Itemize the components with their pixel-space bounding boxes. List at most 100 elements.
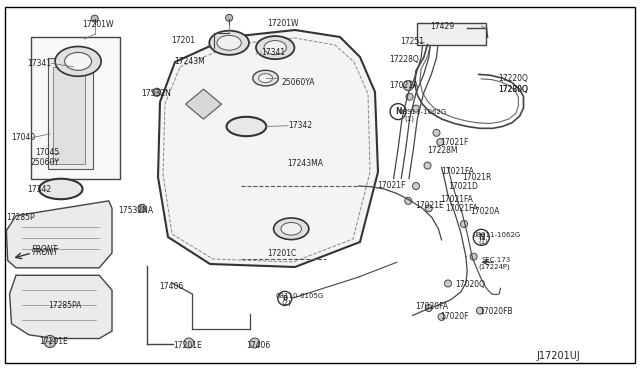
Circle shape bbox=[44, 336, 56, 347]
Text: 17021A: 17021A bbox=[389, 81, 419, 90]
Text: 17285PA: 17285PA bbox=[48, 301, 81, 310]
Circle shape bbox=[413, 105, 419, 112]
Ellipse shape bbox=[264, 41, 286, 55]
Circle shape bbox=[473, 229, 489, 246]
Text: SEC.173: SEC.173 bbox=[481, 257, 511, 263]
Text: 17201W: 17201W bbox=[82, 20, 113, 29]
Text: 17201E: 17201E bbox=[40, 337, 68, 346]
Ellipse shape bbox=[209, 31, 249, 55]
Text: 17243MA: 17243MA bbox=[287, 159, 323, 168]
Bar bbox=[48, 58, 93, 169]
Text: 17045: 17045 bbox=[35, 148, 60, 157]
Text: 17021FA: 17021FA bbox=[445, 204, 477, 213]
Text: (1): (1) bbox=[404, 115, 415, 122]
Text: 17280Q: 17280Q bbox=[498, 85, 528, 94]
Bar bbox=[53, 67, 85, 164]
Text: N: N bbox=[395, 107, 401, 116]
Text: 25060YA: 25060YA bbox=[282, 78, 315, 87]
Text: 17201: 17201 bbox=[172, 36, 196, 45]
Text: 17020F: 17020F bbox=[440, 312, 469, 321]
Polygon shape bbox=[158, 30, 378, 267]
Text: N: N bbox=[478, 233, 484, 242]
Text: 17243M: 17243M bbox=[174, 57, 205, 66]
Circle shape bbox=[153, 88, 161, 96]
Text: 17021F: 17021F bbox=[378, 181, 406, 190]
Circle shape bbox=[390, 103, 406, 120]
Text: 17406: 17406 bbox=[159, 282, 183, 291]
Text: 17201W: 17201W bbox=[268, 19, 299, 28]
Text: 17342: 17342 bbox=[288, 121, 312, 130]
Circle shape bbox=[433, 129, 440, 136]
Circle shape bbox=[250, 338, 260, 348]
Text: (17224P): (17224P) bbox=[479, 264, 511, 270]
Text: 17020Q: 17020Q bbox=[456, 280, 486, 289]
Circle shape bbox=[445, 280, 451, 287]
Text: 08911-1062G: 08911-1062G bbox=[398, 109, 446, 115]
Circle shape bbox=[403, 81, 413, 90]
Circle shape bbox=[278, 291, 292, 305]
Text: 17020FB: 17020FB bbox=[479, 307, 513, 316]
Circle shape bbox=[477, 307, 483, 314]
Circle shape bbox=[405, 198, 412, 204]
Text: FRONT: FRONT bbox=[33, 248, 60, 257]
Text: 17342: 17342 bbox=[27, 185, 51, 194]
Circle shape bbox=[184, 338, 194, 348]
Ellipse shape bbox=[39, 179, 83, 199]
Text: 17020FA: 17020FA bbox=[415, 302, 448, 311]
Ellipse shape bbox=[227, 117, 266, 136]
Polygon shape bbox=[6, 201, 112, 268]
Circle shape bbox=[438, 314, 445, 320]
Ellipse shape bbox=[253, 70, 278, 86]
Circle shape bbox=[426, 305, 432, 311]
Ellipse shape bbox=[217, 35, 241, 50]
Text: 17201E: 17201E bbox=[173, 341, 202, 350]
Text: 17021FA: 17021FA bbox=[442, 167, 474, 176]
Text: (1): (1) bbox=[479, 238, 489, 245]
Circle shape bbox=[461, 221, 467, 227]
Ellipse shape bbox=[55, 46, 101, 76]
Text: (2): (2) bbox=[282, 300, 291, 307]
Text: 17228Q: 17228Q bbox=[389, 55, 419, 64]
Text: J17201UJ: J17201UJ bbox=[536, 352, 580, 361]
Polygon shape bbox=[10, 275, 112, 339]
Text: FRONT: FRONT bbox=[32, 246, 58, 254]
Text: 17201C: 17201C bbox=[268, 249, 297, 258]
Bar bbox=[417, 23, 486, 45]
Text: 17021E: 17021E bbox=[415, 201, 444, 210]
Text: 17228M: 17228M bbox=[428, 146, 458, 155]
Text: 17021R: 17021R bbox=[462, 173, 492, 182]
Text: B: B bbox=[282, 295, 287, 301]
Ellipse shape bbox=[256, 36, 294, 59]
Text: 17341: 17341 bbox=[27, 59, 51, 68]
Text: 08110-6105G: 08110-6105G bbox=[275, 293, 323, 299]
Text: 08911-1062G: 08911-1062G bbox=[472, 232, 520, 238]
Text: 17280Q: 17280Q bbox=[498, 85, 528, 94]
Bar bbox=[31, 37, 120, 179]
Text: 17406: 17406 bbox=[246, 341, 271, 350]
Text: 17532N: 17532N bbox=[141, 89, 171, 97]
Circle shape bbox=[426, 205, 432, 212]
Circle shape bbox=[406, 93, 413, 100]
Ellipse shape bbox=[259, 74, 273, 83]
Circle shape bbox=[437, 139, 444, 145]
Text: 17429: 17429 bbox=[430, 22, 454, 31]
Text: 17021F: 17021F bbox=[440, 138, 468, 147]
Text: 17251: 17251 bbox=[400, 37, 424, 46]
Circle shape bbox=[413, 183, 419, 189]
Circle shape bbox=[138, 204, 146, 212]
Polygon shape bbox=[186, 89, 221, 119]
Ellipse shape bbox=[65, 52, 92, 70]
Text: 17020A: 17020A bbox=[470, 207, 500, 216]
Circle shape bbox=[92, 15, 98, 22]
Circle shape bbox=[470, 253, 477, 260]
Text: 25060Y: 25060Y bbox=[31, 158, 60, 167]
Ellipse shape bbox=[281, 222, 301, 235]
Ellipse shape bbox=[273, 218, 308, 240]
Text: 17220Q: 17220Q bbox=[498, 74, 528, 83]
Circle shape bbox=[424, 162, 431, 169]
Text: 17021D: 17021D bbox=[448, 182, 478, 191]
Text: 17341: 17341 bbox=[261, 48, 285, 57]
Text: 17532NA: 17532NA bbox=[118, 206, 154, 215]
Text: 17021FA: 17021FA bbox=[440, 195, 473, 203]
Text: 17040: 17040 bbox=[12, 133, 36, 142]
